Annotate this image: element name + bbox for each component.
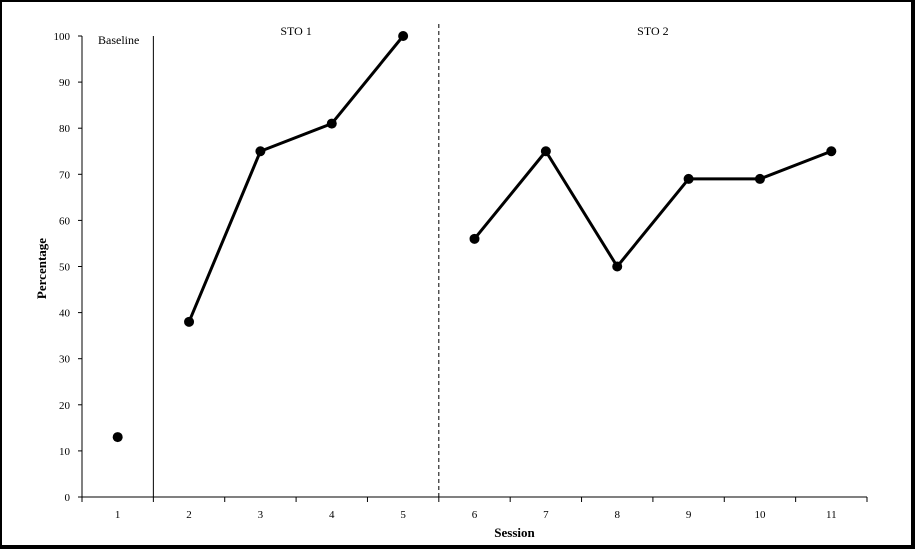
- y-tick-label-50: 50: [59, 262, 71, 274]
- x-tick-label-4: 4: [329, 509, 335, 521]
- phase-label-1: Baseline: [98, 33, 139, 47]
- y-tick-label-30: 30: [59, 354, 71, 366]
- data-point-session-5: [398, 31, 409, 41]
- x-tick-label-11: 11: [826, 509, 837, 521]
- x-tick-label-2: 2: [186, 509, 192, 521]
- y-tick-label-10: 10: [59, 446, 71, 458]
- y-tick-label-0: 0: [65, 492, 71, 504]
- x-tick-label-9: 9: [686, 509, 692, 521]
- x-tick-label-10: 10: [754, 509, 766, 521]
- axes: 0 10 20 30 40 50 60 70 80 90 100 1 2 3 4 5 6 7 8 9 10 11: [54, 31, 868, 521]
- series-segment-8-9: [615, 177, 691, 268]
- y-tick-label-100: 100: [54, 31, 71, 43]
- chart-labels: Session Percentage Baseline STO 1 STO 2: [34, 24, 669, 540]
- data-point-session-11: [826, 146, 837, 157]
- data-point-session-7: [540, 146, 551, 157]
- series-segment-3-4: [258, 122, 334, 153]
- data-point-session-1: [112, 432, 123, 443]
- x-tick-label-7: 7: [543, 509, 549, 521]
- phase-label-3: STO 2: [637, 24, 668, 38]
- y-tick-label-80: 80: [59, 123, 71, 135]
- series-segment-10-11: [758, 149, 833, 181]
- data-point-session-10: [754, 173, 765, 184]
- series-segment-7-8: [544, 149, 619, 268]
- series-segment-4-5: [330, 34, 405, 126]
- x-tick-label-3: 3: [258, 509, 264, 521]
- series-points: [112, 31, 837, 443]
- x-tick-label-6: 6: [472, 509, 478, 521]
- x-tick-label-8: 8: [614, 509, 620, 521]
- data-point-session-3: [255, 146, 266, 157]
- series-segment-2-3: [187, 149, 262, 324]
- x-tick-label-5: 5: [400, 509, 406, 521]
- data-point-session-6: [469, 233, 480, 244]
- y-tick-label-20: 20: [59, 400, 71, 412]
- series-lines: [187, 34, 833, 324]
- data-point-session-9: [683, 173, 694, 184]
- data-point-session-2: [184, 316, 195, 327]
- phase-label-2: STO 1: [280, 24, 311, 38]
- x-tick-label-1: 1: [115, 509, 121, 521]
- data-point-session-4: [326, 118, 337, 129]
- y-tick-label-40: 40: [59, 308, 71, 320]
- y-tick-label-70: 70: [59, 169, 71, 181]
- data-point-session-8: [612, 261, 623, 272]
- phase-dividers: [152, 24, 440, 497]
- y-tick-label-90: 90: [59, 77, 71, 89]
- y-tick-label-60: 60: [59, 215, 71, 227]
- series-segment-6-7: [473, 149, 548, 241]
- x-axis-title: Session: [494, 525, 535, 540]
- y-axis-title: Percentage: [34, 238, 49, 299]
